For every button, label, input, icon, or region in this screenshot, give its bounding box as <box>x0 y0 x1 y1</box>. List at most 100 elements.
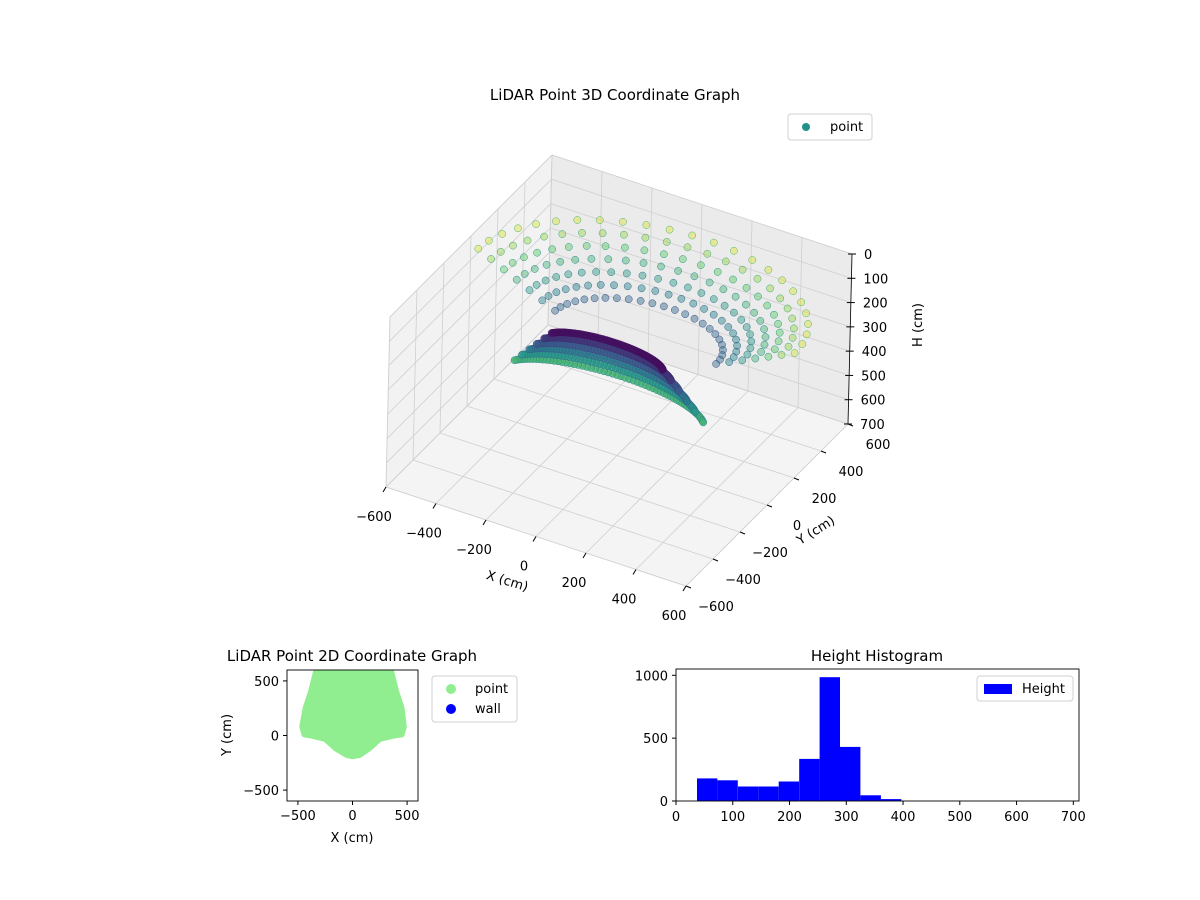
histogram-bar <box>880 799 902 801</box>
z-tick-label: 300 <box>862 321 887 336</box>
histogram-bar <box>860 795 881 801</box>
data-point <box>596 281 605 289</box>
z-tick-label: 500 <box>861 369 886 384</box>
data-point <box>508 258 517 267</box>
data-point <box>789 287 797 296</box>
data-point <box>498 230 507 238</box>
x-tick-label: 100 <box>720 810 745 825</box>
data-point <box>532 340 541 348</box>
data-point <box>689 299 698 308</box>
x-tick-label: −600 <box>356 510 392 525</box>
data-point <box>720 301 729 310</box>
data-point <box>746 330 754 339</box>
legend-marker-height <box>984 684 1012 694</box>
data-point <box>746 344 755 352</box>
chart-3d-legend: point <box>787 113 873 141</box>
data-point <box>703 249 712 258</box>
data-point <box>788 314 797 323</box>
point-footprint <box>299 670 407 760</box>
grid-line <box>493 208 499 380</box>
data-point <box>737 315 746 324</box>
data-point <box>518 350 526 359</box>
data-point <box>699 418 708 427</box>
data-point <box>738 265 747 274</box>
x-tick-label: 400 <box>891 810 916 825</box>
data-point <box>783 304 792 313</box>
y-tick-label: −400 <box>725 573 761 588</box>
data-point <box>525 345 534 354</box>
data-point <box>669 278 678 287</box>
data-point <box>654 274 662 283</box>
data-point <box>766 284 774 293</box>
y-tick <box>793 477 800 481</box>
data-point <box>620 230 628 239</box>
grid-line <box>385 316 391 488</box>
data-point <box>774 337 783 346</box>
data-point <box>700 305 708 313</box>
data-point <box>624 295 633 304</box>
chart-2d-ylabel: Y (cm) <box>220 714 235 757</box>
data-point <box>564 270 573 279</box>
x-tick <box>382 486 387 493</box>
data-point <box>738 356 747 365</box>
data-point <box>604 255 613 264</box>
y-tick-label: 500 <box>643 732 668 747</box>
x-tick-label: 200 <box>562 576 587 591</box>
chart-2d-xlabel: X (cm) <box>331 831 374 846</box>
data-point <box>510 356 519 365</box>
data-point <box>556 303 565 311</box>
x-tick-label: 0 <box>672 810 680 825</box>
data-point <box>802 330 811 339</box>
data-point <box>659 365 667 374</box>
data-point <box>542 260 551 269</box>
histogram-bar <box>819 677 840 801</box>
data-point <box>572 283 581 291</box>
x-tick <box>532 536 537 542</box>
data-point <box>760 325 768 333</box>
data-point <box>684 283 692 292</box>
data-point <box>729 275 737 284</box>
chart-3d: LiDAR Point 3D Coordinate Graph −600 −400… <box>356 86 926 624</box>
chart-histogram: Height Histogram 0 100 200 300 400 500 600 7000… <box>635 647 1086 825</box>
grid-line <box>647 187 653 359</box>
legend-label-point: point <box>830 120 863 135</box>
grid-line <box>550 227 851 328</box>
data-point <box>705 278 714 287</box>
x-tick-label: −400 <box>406 527 442 542</box>
data-point <box>556 257 565 266</box>
data-point <box>729 329 737 338</box>
data-point <box>688 231 697 240</box>
data-point <box>487 255 495 263</box>
data-point <box>675 386 683 395</box>
data-point <box>724 323 733 331</box>
data-point <box>607 268 616 277</box>
histogram-ticks: 0 100 200 300 400 500 600 700 0 500 1000 <box>635 669 1086 825</box>
data-point <box>664 290 673 299</box>
data-point <box>730 308 738 317</box>
data-point <box>705 324 714 333</box>
data-point <box>496 247 505 256</box>
data-point <box>520 270 529 278</box>
data-point <box>613 294 621 303</box>
histogram-bar <box>737 786 759 801</box>
data-point <box>544 292 553 300</box>
data-point <box>798 340 807 348</box>
data-point <box>637 284 646 293</box>
chart-3d-title: LiDAR Point 3D Coordinate Graph <box>490 86 740 104</box>
data-point <box>743 350 752 359</box>
data-point <box>623 282 632 291</box>
data-point <box>485 236 493 245</box>
grid-line <box>550 203 851 303</box>
data-point <box>622 269 631 278</box>
z-tick-label: 0 <box>864 248 872 263</box>
data-point <box>711 330 720 338</box>
z-tick-label: 100 <box>863 272 888 287</box>
data-point <box>696 261 705 269</box>
data-point <box>709 310 718 319</box>
grid-line <box>388 203 552 366</box>
histogram-legend: Height <box>976 675 1074 702</box>
data-point <box>639 259 648 267</box>
legend-label-point: point <box>475 682 508 697</box>
data-point <box>514 224 522 233</box>
